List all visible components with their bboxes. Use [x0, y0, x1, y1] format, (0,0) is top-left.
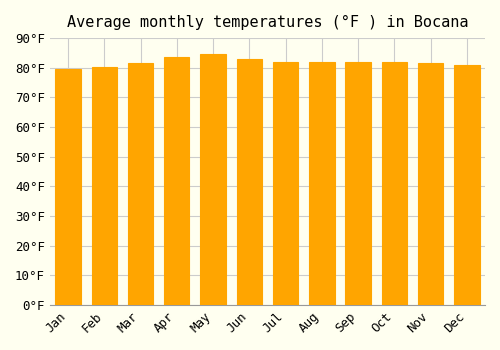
Bar [92, 67, 117, 305]
Bar [128, 63, 153, 305]
Bar [236, 59, 262, 305]
Bar [382, 62, 407, 305]
Bar [418, 63, 444, 305]
Bar [454, 65, 479, 305]
Title: Average monthly temperatures (°F ) in Bocana: Average monthly temperatures (°F ) in Bo… [66, 15, 468, 30]
Bar [273, 62, 298, 305]
Bar [56, 69, 80, 305]
Bar [309, 62, 334, 305]
Bar [200, 55, 226, 305]
Bar [346, 62, 371, 305]
Bar [164, 57, 190, 305]
